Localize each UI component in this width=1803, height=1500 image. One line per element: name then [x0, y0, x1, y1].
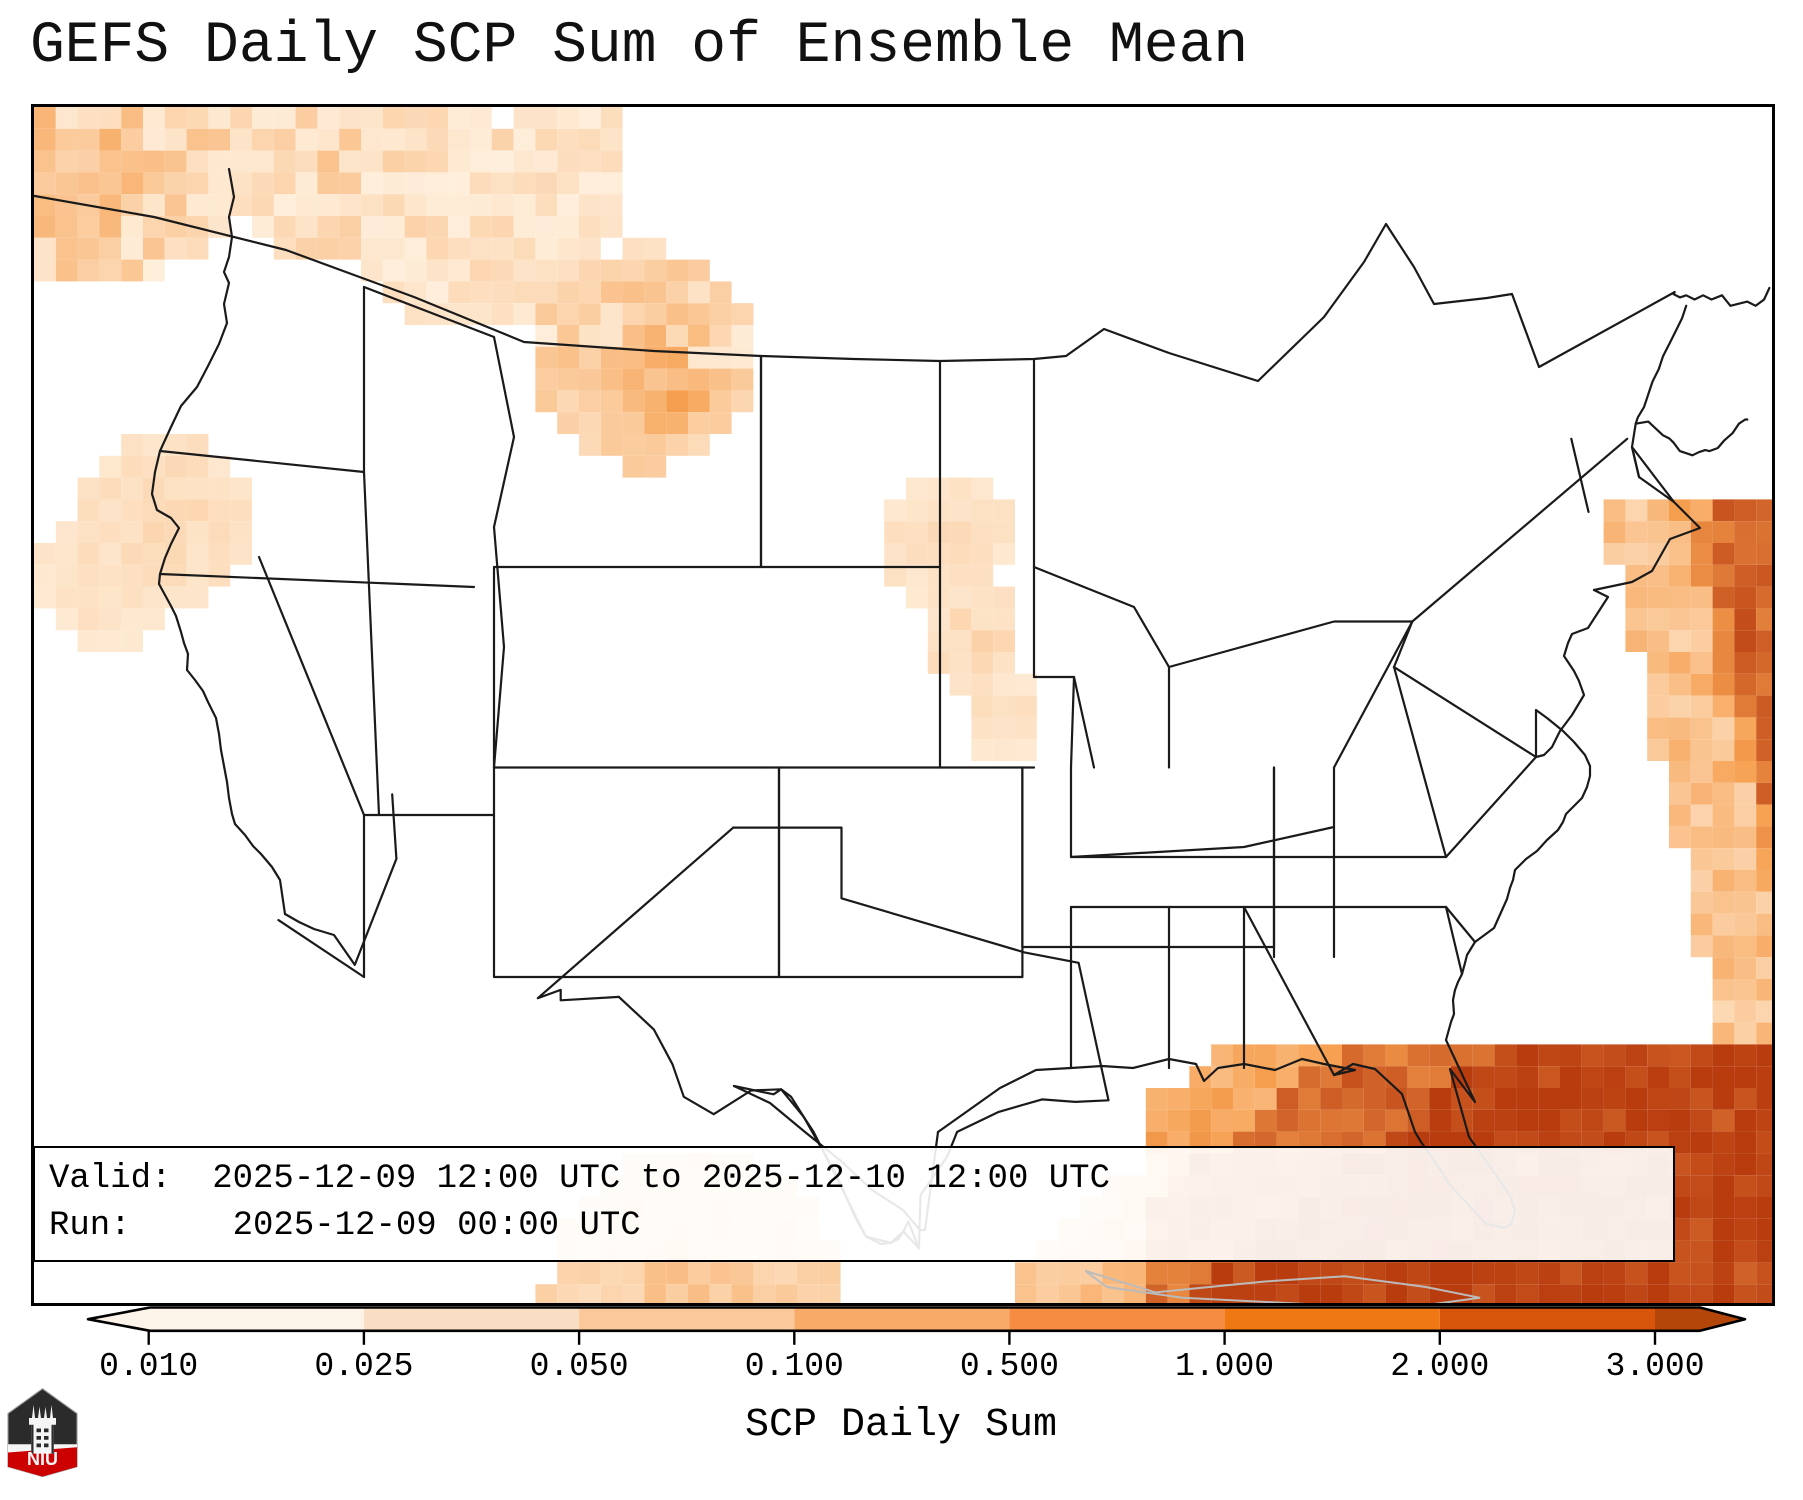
svg-text:NIU: NIU: [27, 1449, 58, 1469]
